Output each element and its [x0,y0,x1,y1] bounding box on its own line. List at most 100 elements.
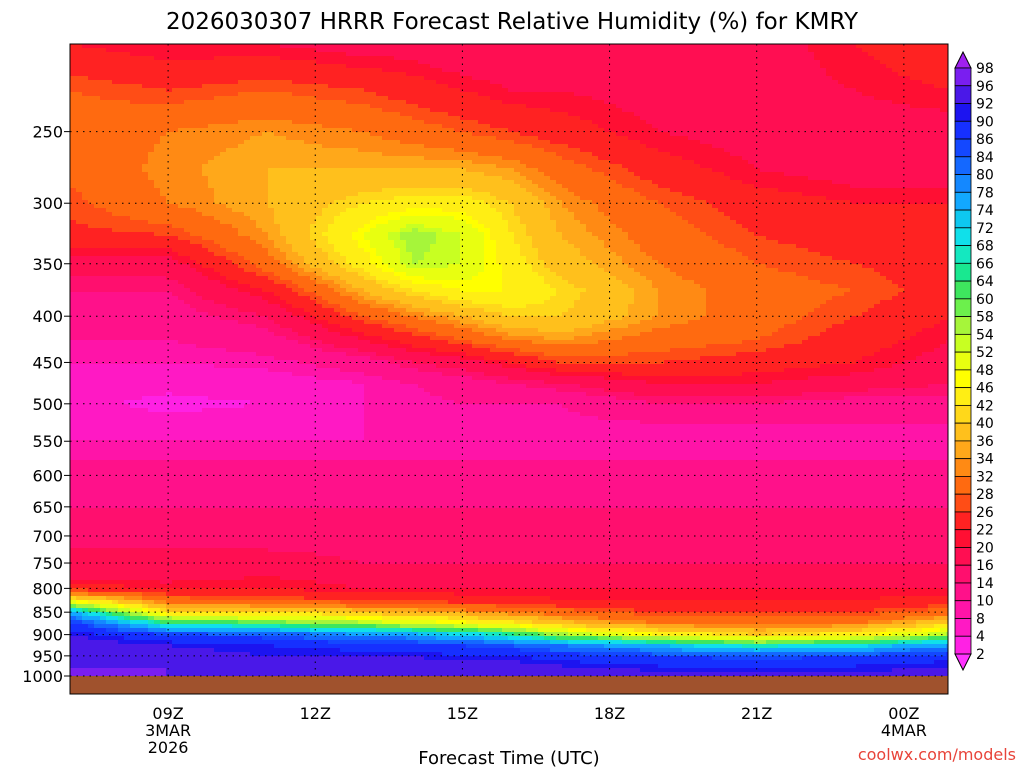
rh-cell [172,440,179,445]
rh-cell [172,428,179,433]
rh-cell [208,480,215,485]
rh-cell [244,404,251,409]
rh-cell [190,156,197,161]
rh-cell [172,264,179,269]
rh-cell [250,192,257,197]
rh-cell [196,612,203,617]
rh-cell [94,376,101,381]
rh-cell [112,340,119,345]
rh-cell [166,452,173,457]
rh-cell [118,132,125,137]
rh-cell [106,164,113,169]
rh-cell [244,432,251,437]
rh-cell [202,520,209,525]
rh-cell [154,556,161,561]
rh-cell [148,628,155,633]
rh-cell [178,224,185,229]
rh-cell [202,76,209,81]
rh-cell [94,80,101,85]
rh-cell [148,664,155,669]
rh-cell [238,332,245,337]
rh-cell [82,632,89,637]
rh-cell [202,180,209,185]
rh-cell [238,272,245,277]
rh-cell [154,524,161,529]
rh-cell [160,208,167,213]
rh-cell [220,432,227,437]
rh-cell [166,536,173,541]
rh-cell [142,340,149,345]
rh-cell [178,92,185,97]
rh-cell [244,580,251,585]
rh-cell [172,600,179,605]
rh-cell [232,268,239,273]
rh-cell [226,332,233,337]
rh-cell [172,492,179,497]
rh-cell [196,292,203,297]
rh-cell [112,612,119,617]
rh-cell [154,48,161,53]
rh-cell [196,404,203,409]
rh-cell [118,140,125,145]
rh-cell [154,596,161,601]
rh-cell [76,368,83,373]
rh-cell [184,372,191,377]
rh-cell [184,380,191,385]
rh-cell [190,100,197,105]
rh-cell [118,48,125,53]
rh-cell [208,644,215,649]
rh-cell [232,456,239,461]
rh-cell [100,88,107,93]
rh-cell [154,544,161,549]
rh-cell [232,304,239,309]
rh-cell [88,132,95,137]
rh-cell [100,204,107,209]
rh-cell [76,80,83,85]
rh-cell [154,288,161,293]
rh-cell [142,648,149,653]
rh-cell [244,536,251,541]
rh-cell [124,512,131,517]
rh-cell [166,256,173,261]
rh-cell [220,168,227,173]
rh-cell [94,208,101,213]
rh-cell [226,512,233,517]
rh-cell [70,388,77,393]
rh-cell [130,296,137,301]
rh-cell [100,216,107,221]
rh-cell [172,292,179,297]
rh-cell [124,424,131,429]
rh-cell [88,556,95,561]
rh-cell [160,260,167,265]
rh-cell [82,88,89,93]
rh-cell [136,668,143,673]
rh-cell [148,520,155,525]
rh-cell [220,528,227,533]
rh-cell [190,580,197,585]
rh-cell [76,316,83,321]
rh-cell [250,480,257,485]
rh-cell [106,376,113,381]
rh-cell [238,268,245,273]
rh-cell [100,444,107,449]
rh-cell [220,364,227,369]
rh-cell [166,516,173,521]
rh-cell [238,584,245,589]
rh-cell [154,68,161,73]
rh-cell [238,88,245,93]
rh-cell [88,208,95,213]
rh-cell [160,192,167,197]
rh-cell [172,308,179,313]
rh-cell [112,672,119,677]
rh-cell [160,160,167,165]
rh-cell [196,436,203,441]
rh-cell [76,364,83,369]
rh-cell [244,616,251,621]
rh-cell [190,332,197,337]
rh-cell [82,112,89,117]
rh-cell [100,268,107,273]
rh-cell [70,328,77,333]
rh-cell [232,524,239,529]
rh-cell [88,452,95,457]
rh-cell [118,620,125,625]
